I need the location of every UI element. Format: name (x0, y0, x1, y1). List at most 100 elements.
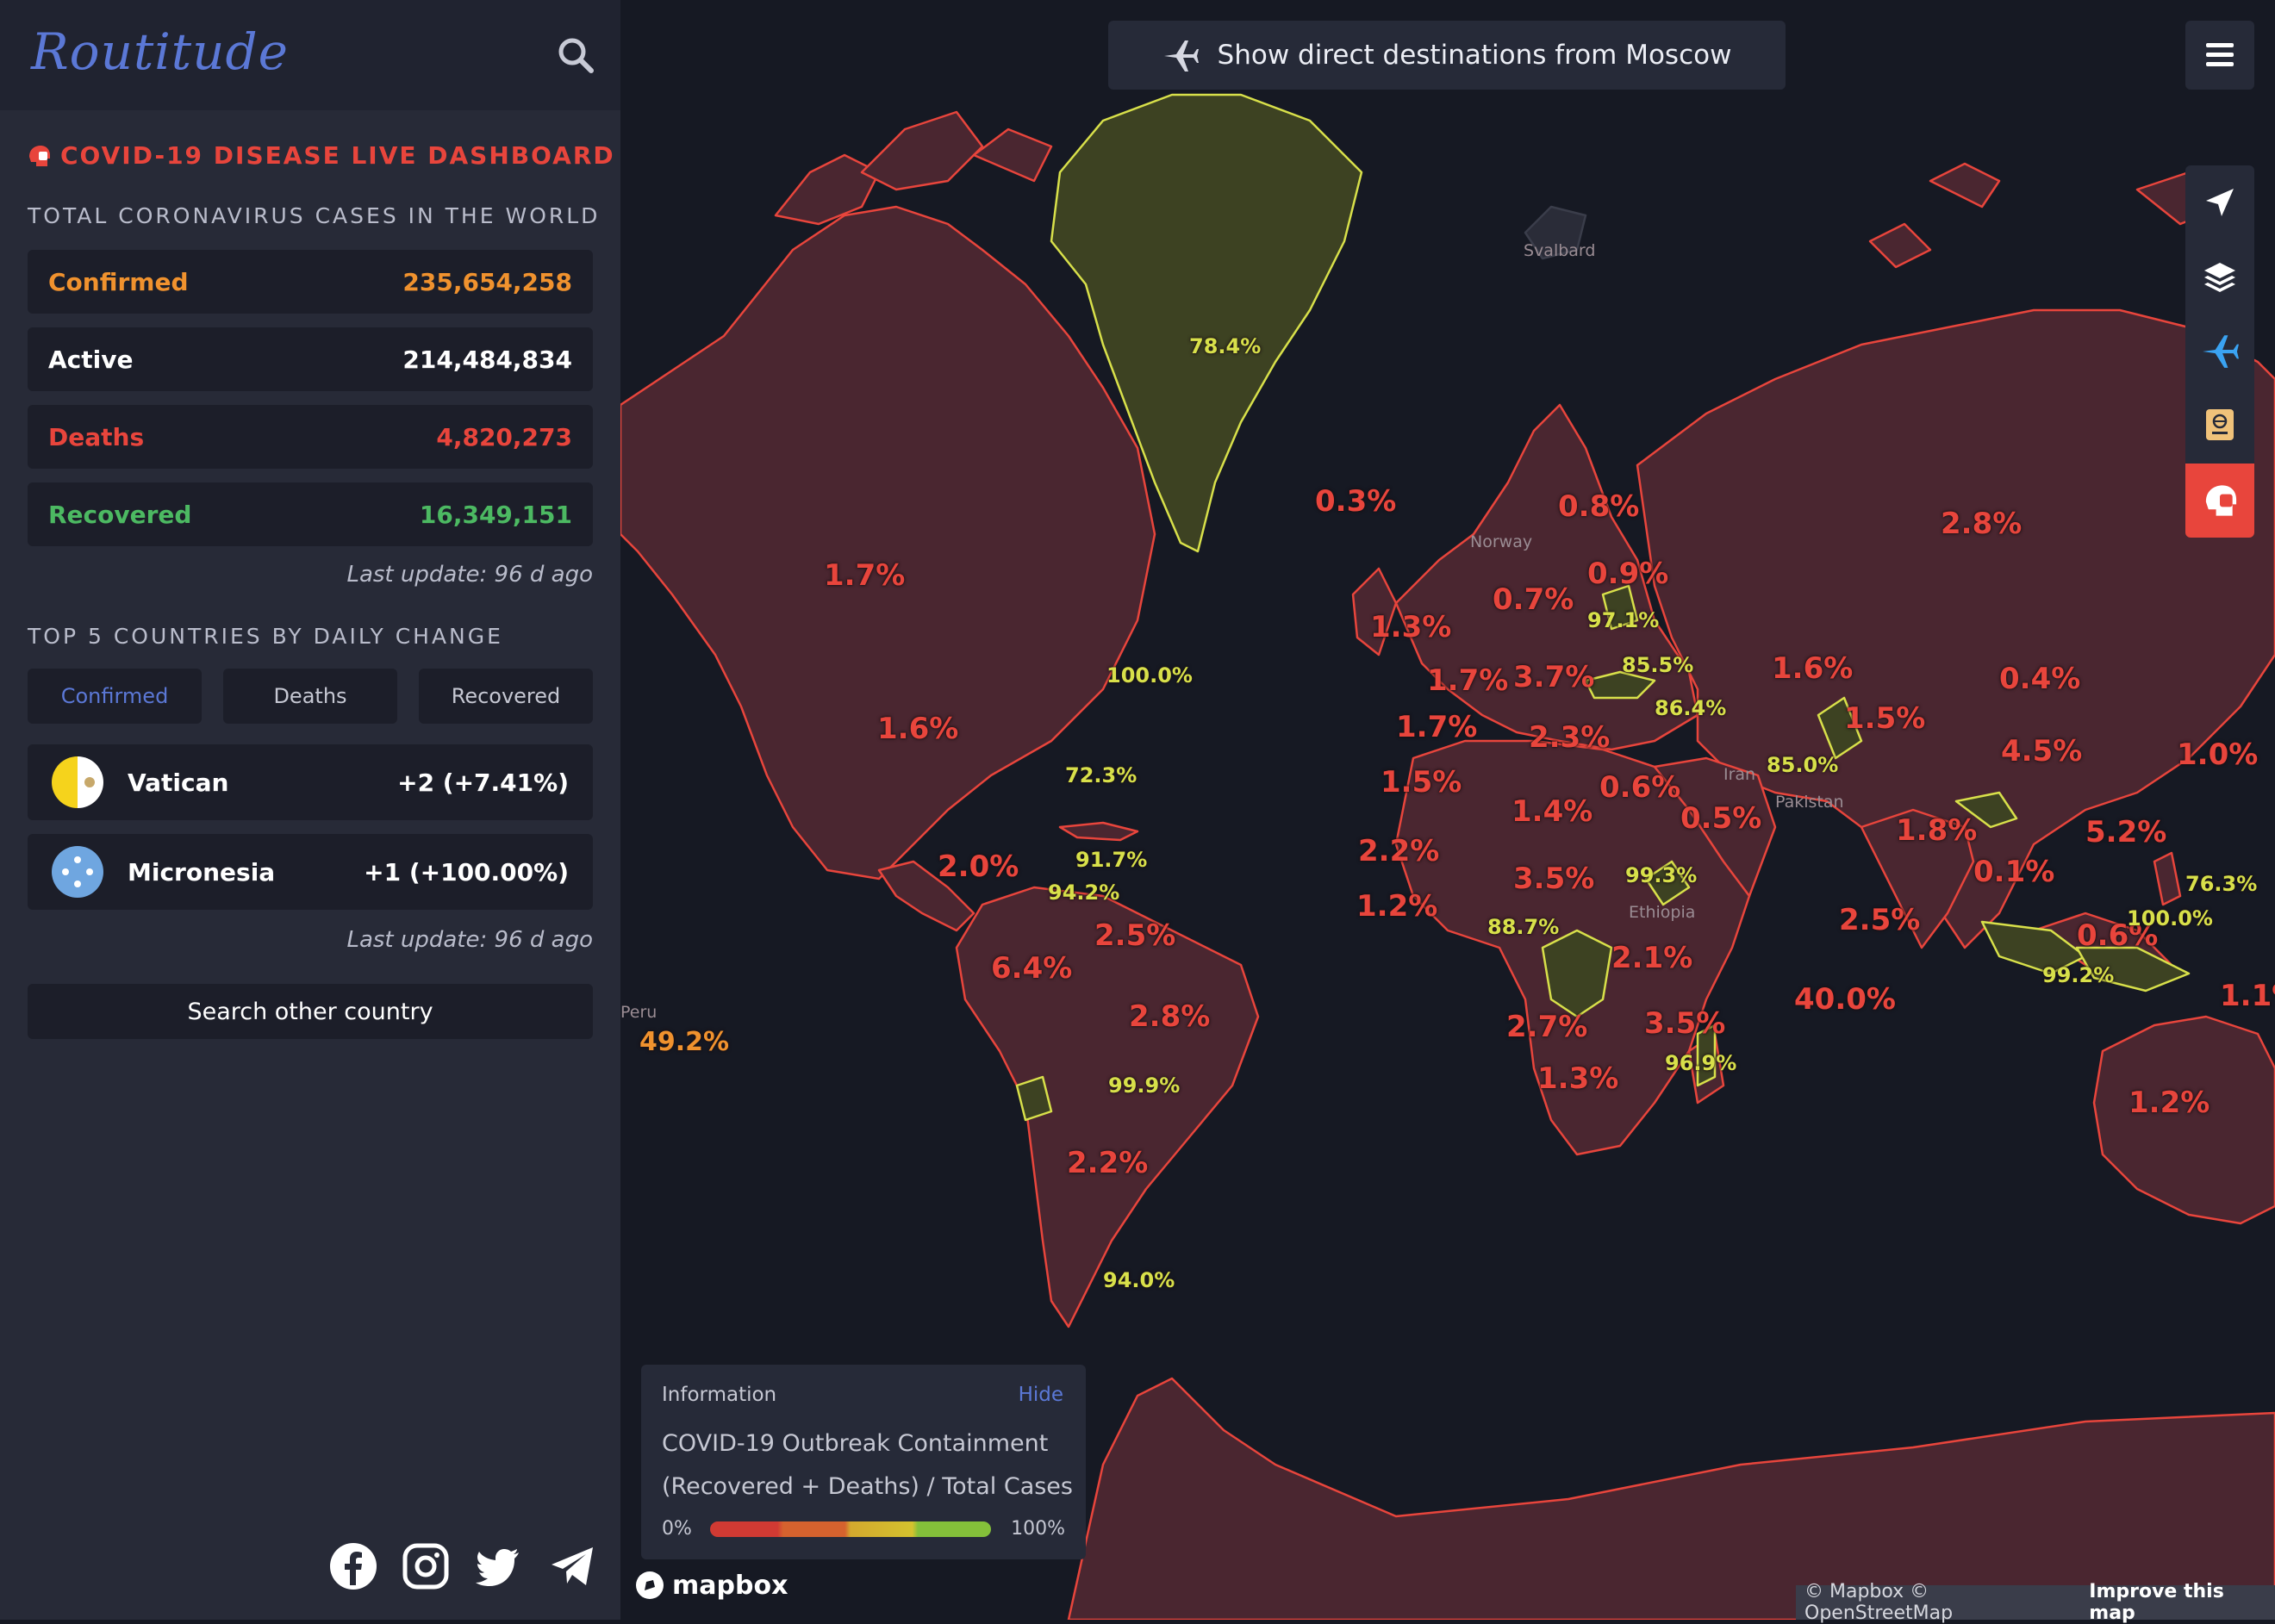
info-title: Information (662, 1384, 777, 1406)
app-logo[interactable]: Routitude (31, 22, 289, 81)
map-percentage-label: 1.7% (1396, 710, 1478, 744)
facebook-icon (330, 1543, 377, 1590)
attribution-text: © Mapbox © OpenStreetMap (1804, 1581, 1954, 1624)
stat-recovered: Recovered 16,349,151 (28, 482, 593, 546)
info-panel: Information Hide COVID-19 Outbreak Conta… (641, 1365, 1086, 1559)
navigate-icon (2206, 189, 2234, 216)
stat-label: Active (48, 345, 134, 374)
stat-label: Recovered (48, 500, 192, 529)
map-percentage-label: 2.8% (1941, 507, 2023, 541)
direct-destinations-button[interactable]: Show direct destinations from Moscow (1108, 21, 1786, 90)
stat-value: 235,654,258 (402, 267, 572, 296)
map-toolbar (2185, 165, 2254, 538)
country-name: Micronesia (128, 857, 276, 887)
twitter-link[interactable] (474, 1542, 522, 1590)
top5-title: TOP 5 COUNTRIES BY DAILY CHANGE (28, 624, 503, 649)
info-line: COVID-19 Outbreak Containment (662, 1430, 1049, 1457)
tab-confirmed[interactable]: Confirmed (28, 669, 202, 724)
twitter-icon (476, 1549, 519, 1586)
instagram-link[interactable] (402, 1542, 450, 1590)
search-icon (558, 38, 594, 73)
map-percentage-label: 5.2% (2085, 815, 2167, 849)
map-percentage-label: 1.6% (877, 712, 959, 746)
map-attribution: © Mapbox © OpenStreetMap Improve this ma… (1796, 1581, 2275, 1624)
mapbox-icon (636, 1571, 664, 1599)
place-label: Ethiopia (1629, 903, 1696, 922)
map-percentage-label: 40.0% (1794, 982, 1896, 1017)
search-button[interactable] (552, 31, 600, 79)
map-percentage-label: 97.1% (1587, 608, 1660, 632)
covid-icon (2205, 485, 2237, 516)
map-percentage-label: 1.7% (1427, 663, 1509, 698)
map-percentage-label: 0.3% (1315, 484, 1397, 519)
map-percentage-label: 2.5% (1839, 903, 1921, 937)
improve-map-link[interactable]: Improve this map (2089, 1581, 2224, 1624)
stat-value: 16,349,151 (419, 500, 572, 529)
country-change: +1 (+100.00%) (364, 857, 569, 887)
map-percentage-label: 2.5% (1094, 918, 1176, 953)
telegram-icon (552, 1547, 593, 1585)
map-percentage-label: 1.2% (1356, 889, 1438, 924)
map-percentage-label: 2.8% (1129, 999, 1211, 1034)
map-percentage-label: 1.4% (1511, 794, 1593, 829)
map-percentage-label: 3.7% (1513, 660, 1595, 694)
map-percentage-label: 0.6% (1599, 770, 1681, 805)
world-map[interactable]: 78.4% 1.7% 1.6% 100.0% 72.3% 91.7% 94.2% 2.0% 2.… (620, 0, 2275, 1620)
map-percentage-label: 2.2% (1067, 1146, 1149, 1180)
map-percentage-label: 6.4% (991, 951, 1073, 986)
country-row[interactable]: Vatican +2 (+7.41%) (28, 744, 593, 820)
legend-min: 0% (662, 1518, 692, 1540)
last-update: Last update: 96 d ago (346, 927, 593, 953)
telegram-link[interactable] (548, 1542, 596, 1590)
covid-dashboard-button[interactable] (2185, 464, 2254, 538)
dashboard-title: COVID-19 DISEASE LIVE DASHBOARD (26, 141, 615, 170)
mapbox-logo[interactable]: mapbox (634, 1570, 788, 1601)
map-percentage-label: 94.0% (1103, 1268, 1175, 1292)
country-row[interactable]: Micronesia +1 (+100.00%) (28, 834, 593, 910)
legend-max: 100% (1011, 1518, 1065, 1540)
tab-recovered[interactable]: Recovered (419, 669, 593, 724)
passport-button[interactable] (2185, 388, 2254, 462)
stat-label: Deaths (48, 422, 145, 451)
map-percentage-label: 85.5% (1622, 653, 1694, 677)
stat-active: Active 214,484,834 (28, 327, 593, 391)
sidebar: Routitude COVID-19 DISEASE LIVE DASHBOAR… (0, 0, 620, 1620)
map-percentage-label: 0.6% (2077, 918, 2159, 953)
map-percentage-label: 1.3% (1370, 610, 1452, 644)
menu-button[interactable] (2185, 21, 2254, 90)
totals-title: TOTAL CORONAVIRUS CASES IN THE WORLD (28, 203, 601, 228)
flights-button[interactable] (2185, 314, 2254, 388)
map-percentage-label: 100.0% (2127, 906, 2213, 930)
map-percentage-label: 2.2% (1358, 834, 1440, 868)
map-percentage-label: 0.1% (1973, 855, 2055, 889)
tab-deaths[interactable]: Deaths (223, 669, 397, 724)
map-percentage-label: 1.5% (1844, 701, 1926, 736)
map-percentage-label: 1.3% (1537, 1061, 1619, 1096)
map-percentage-label: 2.0% (938, 849, 1019, 884)
last-update: Last update: 96 d ago (346, 562, 593, 588)
place-label: Iran (1723, 765, 1756, 784)
hamburger-icon (2206, 43, 2234, 66)
map-percentage-label: 0.8% (1558, 489, 1640, 524)
stat-value: 4,820,273 (436, 422, 572, 451)
stat-confirmed: Confirmed 235,654,258 (28, 250, 593, 314)
instagram-icon (402, 1543, 449, 1590)
navigate-button[interactable] (2185, 165, 2254, 240)
map-percentage-label: 99.3% (1625, 863, 1698, 887)
plane-icon (1163, 40, 1199, 72)
map-percentage-label: 1.2% (2129, 1086, 2210, 1120)
legend-color-bar (710, 1521, 991, 1537)
country-change: +2 (+7.41%) (397, 768, 569, 797)
map-percentage-label: 0.7% (1493, 582, 1574, 617)
info-hide-link[interactable]: Hide (1018, 1384, 1063, 1406)
layers-button[interactable] (2185, 240, 2254, 314)
world-map-shapes (620, 93, 2275, 1620)
map-percentage-label: 99.9% (1108, 1073, 1181, 1098)
map-percentage-label: 91.7% (1075, 848, 1148, 872)
stat-label: Confirmed (48, 267, 189, 296)
facebook-link[interactable] (329, 1542, 377, 1590)
vatican-flag-icon (52, 756, 103, 808)
map-percentage-label: 100.0% (1106, 663, 1193, 688)
direct-destinations-label: Show direct destinations from Moscow (1217, 40, 1732, 71)
search-other-country-button[interactable]: Search other country (28, 984, 593, 1039)
